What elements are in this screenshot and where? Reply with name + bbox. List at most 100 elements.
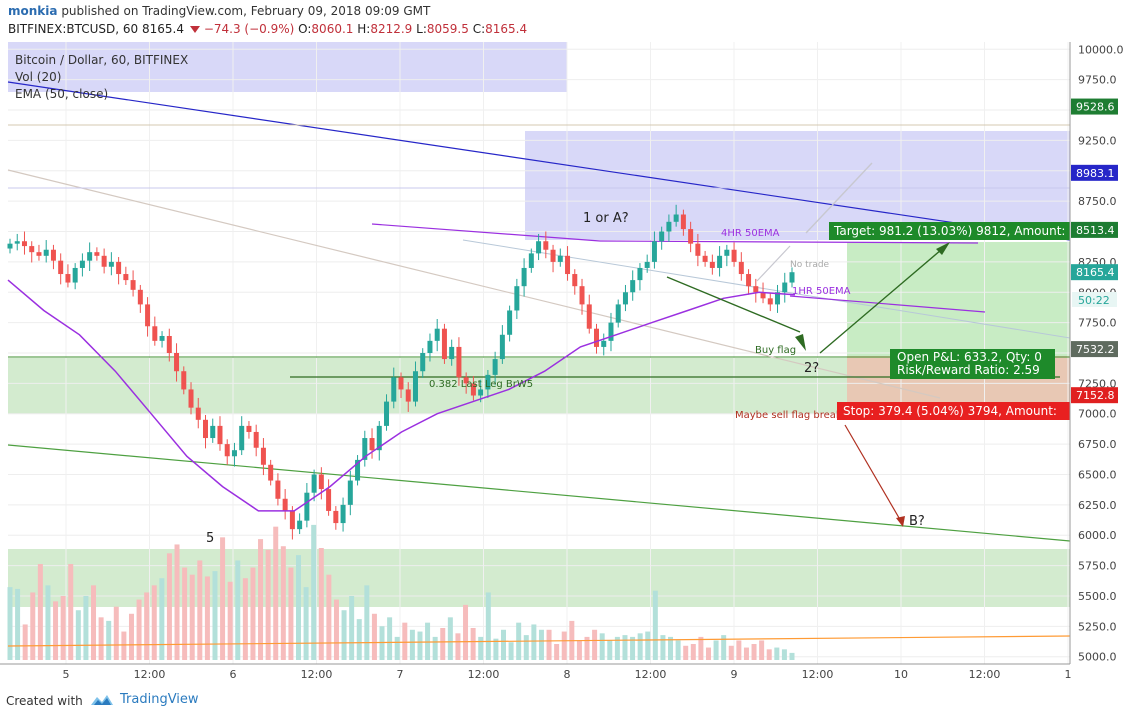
candle-body	[43, 249, 49, 256]
legend-title: Bitcoin / Dollar, 60, BITFINEX	[15, 53, 188, 67]
volume-bar	[652, 590, 658, 660]
x-tick-label: 12:00	[635, 668, 667, 681]
candle-body	[521, 267, 527, 287]
candle-body	[637, 267, 643, 281]
volume-bar	[30, 592, 36, 660]
annot-buy-flag: Buy flag	[755, 345, 796, 356]
volume-bar	[675, 640, 681, 660]
volume-bar	[485, 592, 491, 660]
volume-bar	[258, 539, 264, 660]
y-tick-label: 7750.0	[1078, 317, 1117, 330]
tradingview-brand: TradingView	[120, 692, 199, 707]
volume-bar	[242, 578, 248, 660]
candle-body	[282, 498, 288, 511]
volume-bar	[660, 635, 666, 660]
candle-body	[123, 274, 129, 281]
volume-bar	[743, 647, 749, 660]
volume-bar	[622, 635, 628, 660]
volume-bar	[91, 585, 97, 660]
arrow-gray-up	[805, 162, 873, 234]
candle-body	[108, 261, 114, 267]
candle-body	[7, 243, 13, 249]
down-arrow-icon	[189, 26, 200, 33]
candle-body	[528, 253, 534, 268]
volume-bar	[106, 620, 112, 660]
volume-bar	[265, 549, 271, 660]
candle-body	[463, 377, 469, 384]
volume-bar	[189, 574, 195, 660]
candle-body	[789, 272, 795, 283]
arrow-up-target	[819, 243, 949, 354]
volume-bar	[728, 645, 734, 660]
candle-body	[347, 480, 353, 505]
candle-body	[724, 249, 730, 256]
volume-bar	[227, 581, 233, 660]
x-tick-label: 12:00	[301, 668, 333, 681]
annot-no-trade: No trade	[790, 260, 830, 270]
candle-body	[181, 371, 187, 390]
candle-body	[384, 401, 390, 426]
candle-body	[427, 340, 433, 353]
candle-body	[449, 346, 455, 360]
candle-body	[159, 335, 165, 341]
volume-bar	[166, 553, 172, 660]
low-label: L:	[416, 22, 427, 36]
volume-bar	[182, 567, 188, 660]
y-tick-label: 6250.0	[1078, 499, 1117, 512]
candle-body	[405, 389, 411, 402]
candle-body	[666, 221, 672, 232]
volume-bar	[645, 631, 651, 660]
y-tick-label: 7250.0	[1078, 377, 1117, 390]
candle-body	[14, 241, 20, 244]
volume-bar	[751, 644, 757, 660]
volume-bar	[531, 624, 537, 660]
candle-body	[72, 267, 78, 283]
y-tick-label: 8750.0	[1078, 195, 1117, 208]
volume-bar	[538, 629, 544, 660]
volume-bar	[447, 617, 453, 660]
x-tick-label: 6	[230, 668, 237, 681]
candle-body	[514, 286, 520, 311]
y-tick-label: 5750.0	[1078, 560, 1117, 573]
volume-bar	[721, 635, 727, 660]
candle-body	[731, 249, 737, 262]
candle-body	[297, 520, 303, 530]
publish-header: monkia published on TradingView.com, Feb…	[8, 4, 430, 18]
candle-body	[782, 282, 788, 293]
footer: Created with TradingView	[0, 686, 1129, 718]
author-name[interactable]: monkia	[8, 4, 58, 18]
volume-bar	[159, 578, 165, 660]
candle-body	[29, 246, 35, 253]
candle-body	[311, 474, 317, 493]
y-tick-label: 5250.0	[1078, 620, 1117, 633]
price-level-label: 8165.4	[1076, 266, 1115, 279]
volume-bar	[394, 636, 400, 660]
y-tick-label: 10000.0	[1078, 43, 1124, 56]
volume-bar	[705, 647, 711, 660]
volume-bar	[690, 644, 696, 660]
open-value: 8060.1	[311, 22, 354, 36]
arrow-down-b	[844, 424, 903, 524]
countdown-label: 50:22	[1078, 294, 1110, 307]
ema50-line	[7, 279, 796, 512]
volume-bar	[500, 629, 506, 660]
annot-sell-flag: Maybe sell flag break	[735, 410, 842, 421]
candle-body	[680, 214, 686, 230]
zone-blue-legend	[8, 42, 567, 92]
trend-blue-line	[7, 81, 1071, 241]
ema-4hr-line-2	[599, 240, 979, 244]
trend-green-lower	[7, 444, 1071, 542]
volume-bar	[432, 636, 438, 660]
arrowhead-target	[936, 242, 950, 255]
tradingview-link[interactable]: TradingView	[90, 692, 199, 707]
volume-bar	[417, 631, 423, 660]
price-level-tag	[1071, 164, 1118, 181]
volume-bar	[212, 571, 218, 660]
price-chart[interactable]: 1 or A? 4HR 50EMA No trade 1HR 50EMA Buy…	[0, 0, 1129, 686]
volume-bar	[151, 585, 157, 660]
volume-bar	[584, 636, 590, 660]
volume-bar	[554, 644, 560, 660]
ema-1hr-ext	[789, 295, 986, 313]
candle-body	[355, 459, 361, 481]
volume-bar	[45, 585, 51, 660]
